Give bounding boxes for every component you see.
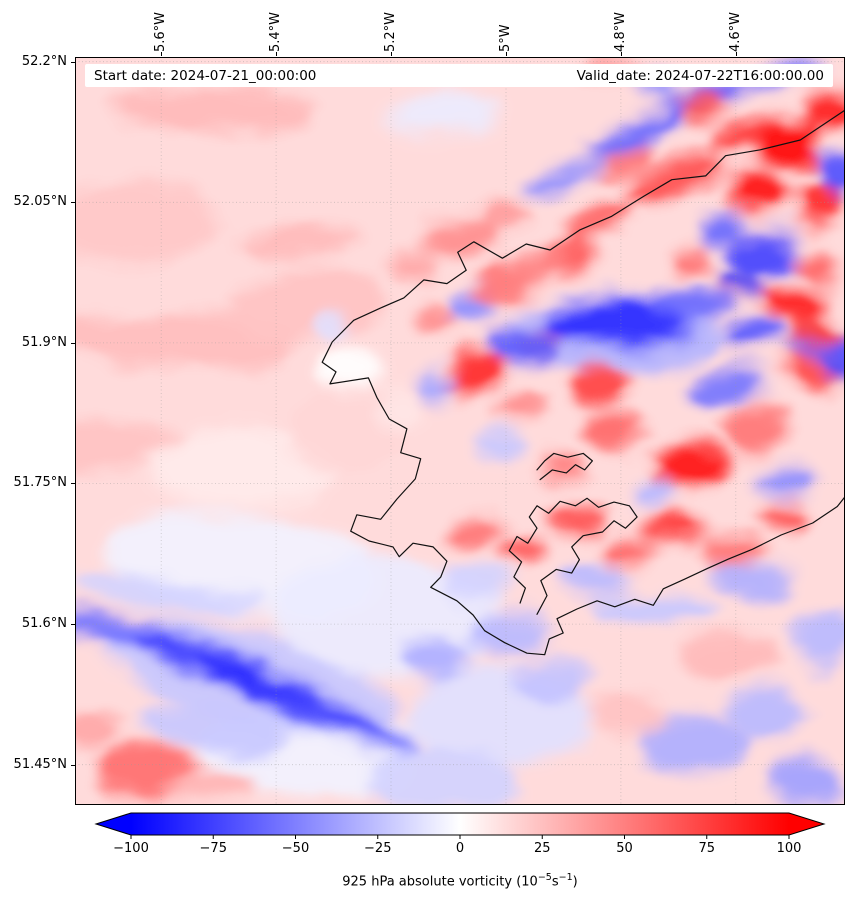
colorbar-tick-label: 25 xyxy=(533,841,551,856)
colorbar-tick-label: −50 xyxy=(281,841,310,856)
lat-tick-mark xyxy=(71,61,75,63)
coastline xyxy=(321,109,845,656)
lon-tick-label: 5.2°W xyxy=(383,11,399,52)
lon-tick-label: 5.4°W xyxy=(268,11,284,52)
colorbar-extend-max xyxy=(789,813,824,835)
colorbar-tick-label: 50 xyxy=(616,841,633,856)
lat-tick-mark xyxy=(71,342,75,344)
lat-tick-mark xyxy=(71,202,75,204)
lat-tick-label: 52.05°N xyxy=(13,194,67,210)
colorbar-extend-min xyxy=(96,813,131,835)
colorbar-tick-label: −25 xyxy=(364,841,392,856)
annotation-strip: Start date: 2024-07-21_00:00:00 Valid_da… xyxy=(85,64,833,87)
gridlines xyxy=(75,57,845,805)
lon-tick-label: 5°W xyxy=(497,24,513,52)
valid-date-text: Valid_date: 2024-07-22T16:00:00.00 xyxy=(576,67,824,84)
colorbar-tick-label: −100 xyxy=(113,841,149,856)
colorbar-label-part: s xyxy=(551,874,559,890)
lat-tick-label: 51.75°N xyxy=(13,475,67,491)
colorbar-tick-label: 0 xyxy=(455,841,465,856)
lat-tick-mark xyxy=(71,624,75,626)
lon-tick-mark xyxy=(161,52,163,56)
vorticity-field xyxy=(75,57,845,805)
colorbar-tick-label: 100 xyxy=(776,841,802,856)
lat-tick-mark xyxy=(71,764,75,766)
lat-tick-label: 51.6°N xyxy=(21,616,67,632)
coastline xyxy=(536,452,593,481)
colorbar-gradient xyxy=(131,813,789,835)
colorbar xyxy=(94,812,826,839)
lat-tick-label: 52.2°N xyxy=(21,53,67,69)
lat-tick-label: 51.45°N xyxy=(13,756,67,772)
plot-content xyxy=(75,57,845,805)
lon-tick-mark xyxy=(620,52,622,56)
lon-tick-label: 5.6°W xyxy=(153,11,169,52)
colorbar-label-sup: −1 xyxy=(558,872,573,883)
start-date-text: Start date: 2024-07-21_00:00:00 xyxy=(94,67,317,84)
lon-tick-label: 4.8°W xyxy=(612,11,628,52)
colorbar-label-part: 925 hPa absolute vorticity (10 xyxy=(342,874,538,890)
colorbar-label-part: ) xyxy=(572,874,578,890)
map-plot xyxy=(75,57,845,805)
colorbar-tick-label: −75 xyxy=(199,841,227,856)
lon-tick-mark xyxy=(391,52,393,56)
lon-tick-mark xyxy=(276,52,278,56)
lon-tick-label: 4.6°W xyxy=(727,11,743,52)
lat-tick-label: 51.9°N xyxy=(21,334,67,350)
colorbar-label-sup: −5 xyxy=(537,872,552,883)
lat-tick-mark xyxy=(71,483,75,485)
lon-tick-mark xyxy=(505,52,507,56)
coastline xyxy=(508,497,638,615)
lon-tick-mark xyxy=(735,52,737,56)
colorbar-tick-label: 75 xyxy=(698,841,716,856)
colorbar-ticks: −100 −75 −50 −25 0 25 50 75 100 xyxy=(0,841,859,859)
colorbar-label: 925 hPa absolute vorticity (10−5s−1) xyxy=(131,872,789,889)
